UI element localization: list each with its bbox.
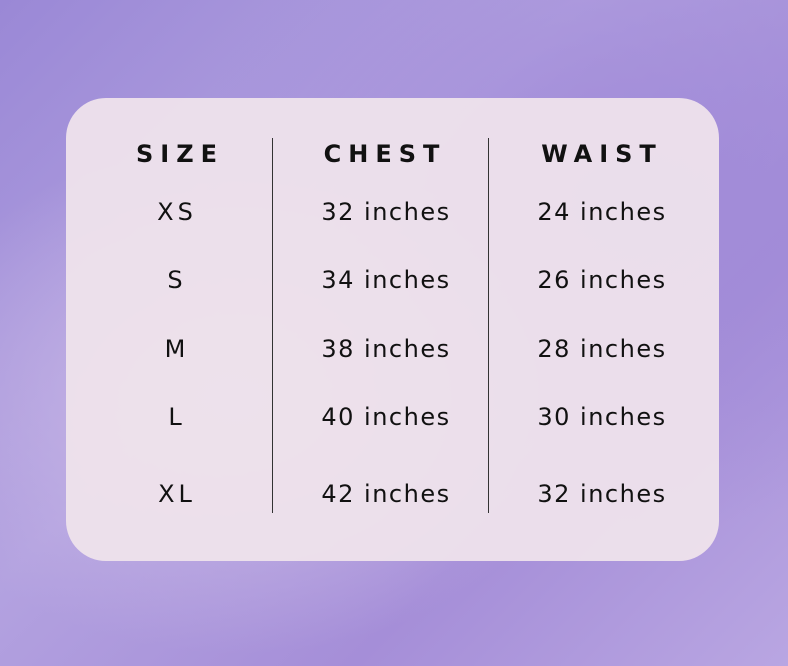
- cell-chest: 38 inches: [321, 335, 451, 363]
- cell-waist: 30 inches: [537, 403, 667, 431]
- size-chart-card: [66, 98, 719, 561]
- header-waist: WAIST: [541, 140, 663, 168]
- column-divider: [272, 138, 273, 513]
- cell-chest: 32 inches: [321, 198, 451, 226]
- cell-size: XL: [158, 480, 196, 508]
- cell-waist: 28 inches: [537, 335, 667, 363]
- header-size: SIZE: [135, 140, 224, 168]
- cell-size: XS: [157, 198, 197, 226]
- cell-size: M: [164, 335, 190, 363]
- cell-chest: 34 inches: [321, 266, 451, 294]
- cell-waist: 32 inches: [537, 480, 667, 508]
- header-chest: CHEST: [323, 140, 447, 168]
- cell-size: S: [167, 266, 187, 294]
- column-divider: [488, 138, 489, 513]
- cell-chest: 42 inches: [321, 480, 451, 508]
- cell-waist: 24 inches: [537, 198, 667, 226]
- cell-waist: 26 inches: [537, 266, 667, 294]
- cell-chest: 40 inches: [321, 403, 451, 431]
- cell-size: L: [168, 403, 186, 431]
